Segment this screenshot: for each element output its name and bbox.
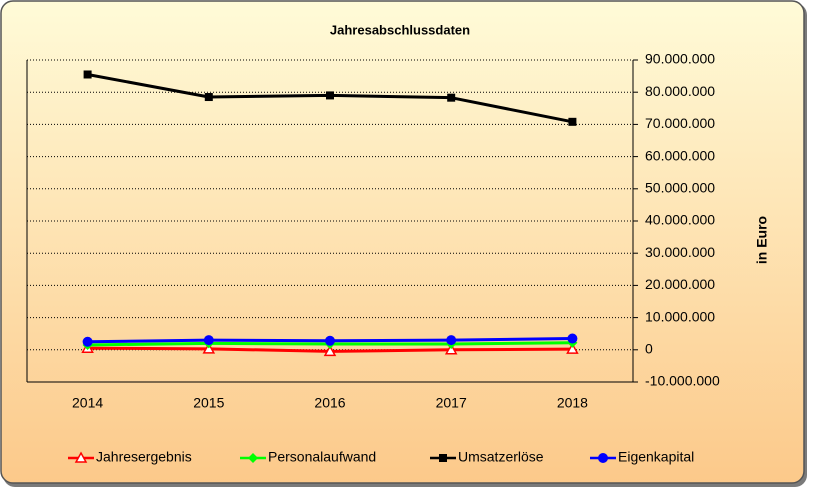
legend-label: Eigenkapital xyxy=(618,449,694,465)
x-tick-label: 2016 xyxy=(314,395,345,411)
y-tick-label: 0 xyxy=(645,341,653,357)
y-tick-label: 20.000.000 xyxy=(645,276,715,292)
x-tick-label: 2014 xyxy=(72,395,103,411)
y-axis-label: in Euro xyxy=(754,216,770,264)
y-tick-label: 40.000.000 xyxy=(645,212,715,228)
data-point xyxy=(323,344,337,357)
data-point xyxy=(447,93,456,102)
data-point xyxy=(325,335,335,346)
legend-label: Jahresergebnis xyxy=(96,449,192,465)
legend-label: Personalaufwand xyxy=(268,449,376,465)
data-point xyxy=(446,335,457,346)
x-tick-label: 2018 xyxy=(557,395,588,411)
y-tick-label: 50.000.000 xyxy=(645,180,715,196)
y-tick-label: 70.000.000 xyxy=(645,115,715,131)
legend-marker xyxy=(74,451,88,463)
data-point xyxy=(203,335,214,346)
chart-title: Jahresabschlussdaten xyxy=(330,22,470,37)
legend-label: Umsatzerlöse xyxy=(458,449,544,465)
data-point xyxy=(83,70,92,79)
y-tick-label: -10.000.000 xyxy=(645,373,720,389)
legend-marker xyxy=(598,453,608,463)
data-point xyxy=(566,342,579,354)
data-point xyxy=(444,343,458,355)
chart-frame xyxy=(0,0,805,484)
y-tick-label: 90.000.000 xyxy=(645,51,715,67)
data-point xyxy=(204,93,213,102)
x-tick-label: 2017 xyxy=(436,395,467,411)
data-point xyxy=(82,336,93,347)
data-point xyxy=(568,117,577,126)
y-tick-label: 60.000.000 xyxy=(645,147,715,163)
y-tick-label: 80.000.000 xyxy=(645,83,715,99)
legend-marker xyxy=(439,454,447,462)
data-point xyxy=(567,333,578,344)
x-tick-label: 2015 xyxy=(193,395,224,411)
legend-marker xyxy=(248,453,258,463)
data-point xyxy=(326,91,334,100)
y-tick-label: 30.000.000 xyxy=(645,244,715,260)
y-tick-label: 10.000.000 xyxy=(645,308,715,324)
